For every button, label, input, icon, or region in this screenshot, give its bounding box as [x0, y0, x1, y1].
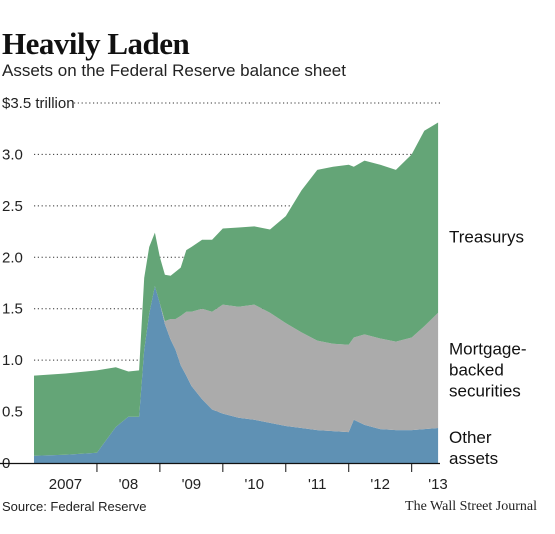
area-mortgage-backed-securities	[34, 286, 439, 456]
series-label: Treasurys	[449, 228, 524, 247]
x-tick-label: '12	[370, 476, 390, 493]
area-treasurys	[34, 122, 439, 456]
y-tick-label: 1.0	[2, 352, 23, 369]
y-tick-label: $3.5 trillion	[2, 95, 75, 112]
source-note: Source: Federal Reserve	[2, 499, 147, 514]
y-tick-label: 1.5	[2, 301, 23, 318]
series-label: securities	[449, 381, 521, 400]
x-tick-label: '13	[428, 476, 448, 493]
chart-subtitle: Assets on the Federal Reserve balance sh…	[2, 61, 346, 80]
publisher-credit: The Wall Street Journal	[405, 499, 537, 514]
y-tick-label: 2.5	[2, 198, 23, 215]
area-layer	[34, 122, 439, 463]
y-tick-label: 2.0	[2, 249, 23, 266]
area-other-assets	[34, 286, 439, 463]
x-tick-label: '11	[308, 476, 326, 493]
series-label: Other	[449, 428, 492, 447]
label-layer: Treasurys Mortgage-backed securities Other a…	[449, 228, 526, 468]
series-label: backed	[449, 360, 504, 379]
x-tick-label: 2007	[49, 476, 82, 493]
chart-title: Heavily Laden	[2, 26, 190, 61]
series-label: assets	[449, 449, 498, 468]
x-tick-label: '10	[245, 476, 265, 493]
x-tick-label: '08	[119, 476, 139, 493]
x-tick-label: '09	[182, 476, 202, 493]
y-tick-label: 3.0	[2, 146, 23, 163]
series-label: Mortgage-	[449, 339, 526, 358]
y-tick-label: 0.5	[2, 404, 23, 421]
